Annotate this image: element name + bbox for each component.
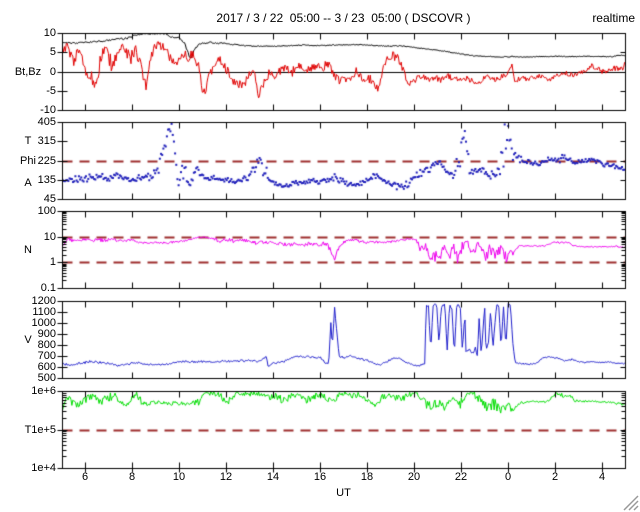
x-tick-label: 4 [598, 471, 606, 483]
y-tick-label: -10 [40, 104, 56, 116]
y-tick-label: 405 [37, 116, 56, 128]
y-tick-label: 1100 [32, 306, 56, 318]
y-tick-label: 315 [37, 135, 56, 147]
x-tick-label: 8 [128, 471, 136, 483]
plot-title: 2017 / 3 / 22 05:00 -- 3 / 23 05:00 ( DS… [216, 11, 471, 25]
y-tick-label: 600 [37, 361, 56, 373]
y-tick-label: 700 [37, 350, 56, 362]
y-tick-label: 800 [37, 339, 56, 351]
y-tick-label: 1200 [31, 295, 56, 307]
y-tick-label: -5 [46, 85, 56, 97]
realtime-label: realtime [592, 11, 635, 25]
x-tick-label: 10 [172, 471, 186, 483]
y-tick-label: 0.1 [40, 282, 56, 294]
y-tick-label: 1 [49, 256, 56, 268]
x-tick-label: 14 [266, 471, 280, 483]
y-tick-label: 1e+4 [31, 462, 56, 474]
x-tick-label: 6 [81, 471, 89, 483]
x-tick-label: 20 [407, 471, 421, 483]
x-axis-title: UT [336, 487, 351, 499]
x-tick-label: 18 [360, 471, 374, 483]
x-tick-label: 16 [313, 471, 327, 483]
y-axis-label-v: V [24, 334, 32, 346]
y-axis-label-phi: Phi [20, 155, 36, 167]
y-tick-label: 135 [37, 174, 56, 186]
y-axis-label-a: A [24, 177, 32, 189]
y-tick-label: 500 [37, 372, 56, 384]
y-axis-label-temp: T [24, 424, 32, 436]
y-tick-label: 45 [43, 193, 56, 205]
y-tick-label: 10 [43, 27, 56, 39]
y-tick-label: 1000 [31, 317, 56, 329]
y-tick-label: 900 [37, 328, 56, 340]
y-axis-label-btbz: Bt,Bz [14, 66, 42, 78]
x-tick-label: 22 [454, 471, 468, 483]
y-tick-label: 10 [43, 231, 56, 243]
y-tick-label: 100 [37, 205, 56, 217]
x-tick-label: 0 [504, 471, 512, 483]
resize-grip-icon[interactable] [621, 493, 639, 511]
y-tick-label: 0 [49, 66, 56, 78]
y-tick-label: 1e+6 [31, 385, 56, 397]
y-tick-label: 225 [37, 155, 56, 167]
x-tick-label: 12 [219, 471, 233, 483]
y-tick-label: 1e+5 [31, 424, 56, 436]
y-axis-label-n: N [24, 244, 32, 256]
y-tick-label: 5 [49, 46, 56, 58]
y-axis-label-t-phi: T [24, 135, 32, 147]
x-tick-label: 2 [551, 471, 559, 483]
